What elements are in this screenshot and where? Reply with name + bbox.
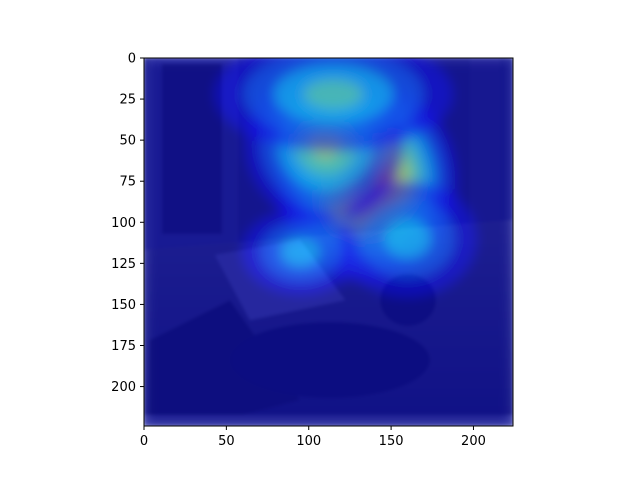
y-axis: 0 25 50 75 100 125 150 175 200: [111, 52, 144, 395]
y-tick-label: 50: [119, 134, 136, 149]
y-tick-label: 0: [128, 52, 136, 67]
y-tick-label: 125: [111, 257, 136, 272]
heatmap-overlay: [144, 58, 513, 426]
x-tick-label: 200: [461, 434, 486, 449]
y-tick-label: 100: [111, 216, 136, 231]
y-tick-label: 75: [119, 175, 136, 190]
x-tick-label: 100: [296, 434, 321, 449]
x-tick-label: 150: [379, 434, 404, 449]
x-axis: 0 50 100 150 200: [140, 426, 486, 449]
heat-contour: [384, 219, 431, 258]
x-tick-label: 0: [140, 434, 148, 449]
x-tick-label: 50: [218, 434, 235, 449]
y-tick-label: 150: [111, 298, 136, 313]
plot-area: [144, 58, 513, 426]
y-tick-label: 175: [111, 339, 136, 354]
heat-contour: [281, 237, 320, 266]
y-tick-label: 200: [111, 380, 136, 395]
plot-frame: [143, 57, 514, 427]
y-tick-label: 25: [119, 93, 136, 108]
heat-contour: [303, 79, 364, 109]
